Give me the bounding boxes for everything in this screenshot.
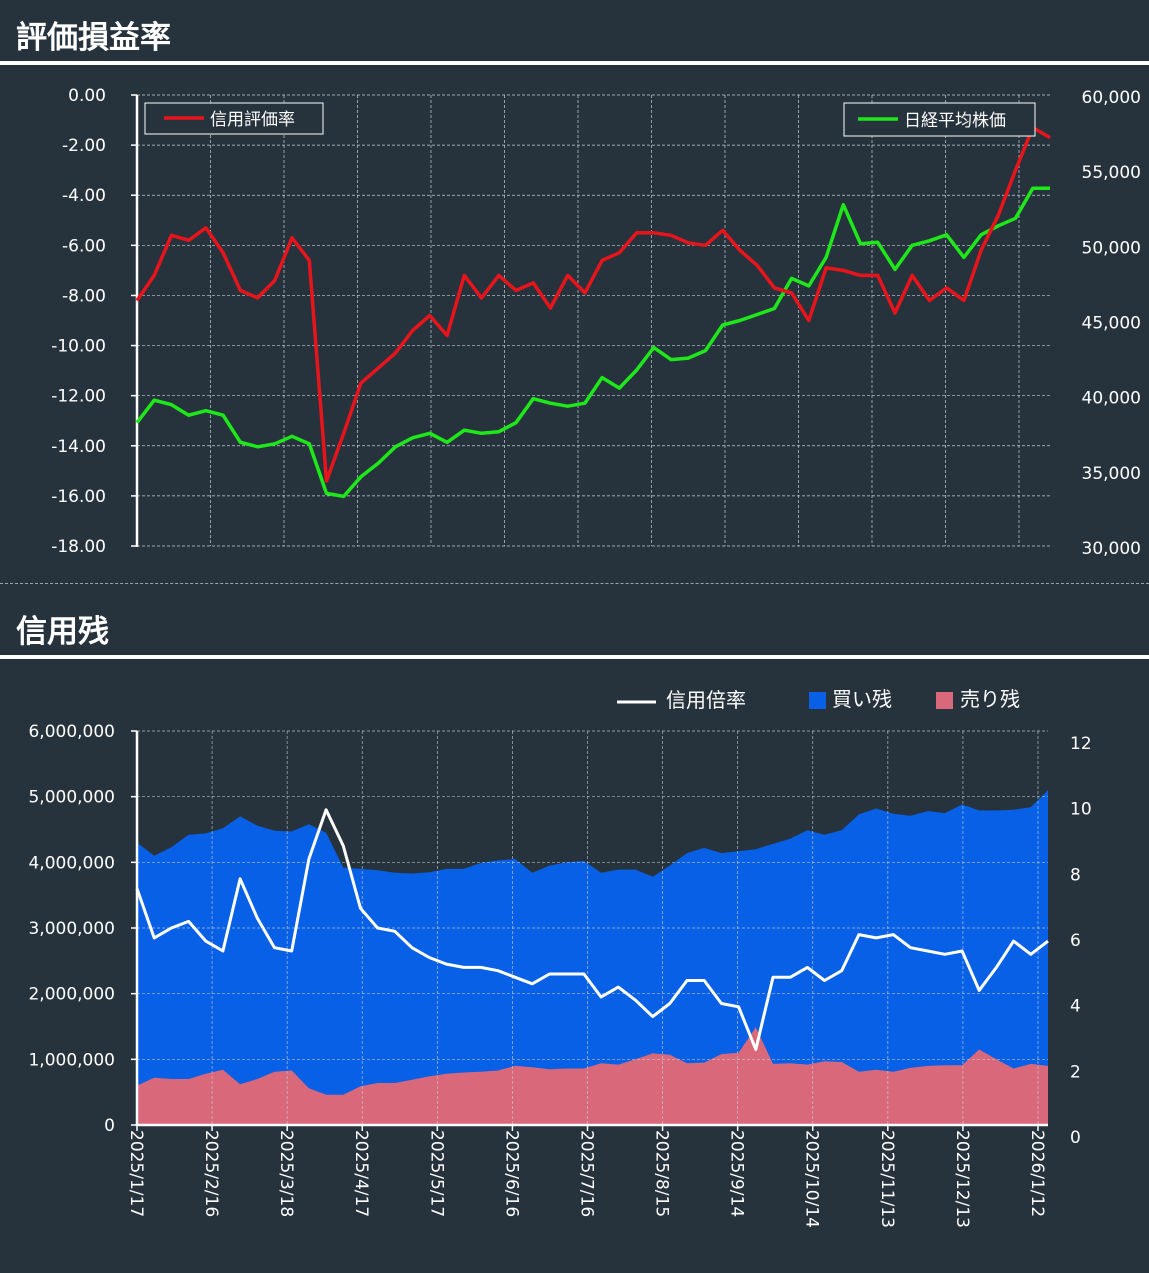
legend-swatch-buy [809,692,826,709]
rate-y-tick-label: -6.00 [62,236,106,256]
margin-x-tick-label: 2025/8/15 [652,1130,672,1217]
rate-chart: 0.00 -2.00 -4.00 -6.00 -8.00 -10.00 -12.00 -14.… [51,86,1141,559]
ratio-line [135,808,1049,1051]
margin-x-tick-label: 2025/3/18 [276,1130,296,1217]
sell-area [137,1027,1048,1125]
nikkei-y-tick-label: 35,000 [1082,464,1141,484]
legend-rate: 信用評価率 [144,102,324,135]
margin-y-tick-label: 0 [104,1116,115,1136]
nikkei-y-tick-label: 50,000 [1082,238,1141,258]
margin-x-tick-label: 2025/2/16 [201,1130,221,1217]
rate-y-tick-label: -16.00 [51,487,106,507]
nikkei-y-tick-label: 40,000 [1082,389,1141,409]
margin-y-tick-label: 4,000,000 [28,853,115,873]
rate-y-tick-label: -10.00 [51,337,106,357]
ratio-y-tick-label: 6 [1070,931,1081,951]
legend-swatch-sell [936,692,953,709]
rate-y-tick-label: -8.00 [62,286,106,306]
margin-y-tick-label: 2,000,000 [28,985,115,1005]
rate-y-tick-label: -12.00 [51,387,106,407]
margin-x-tick-label: 2026/1/12 [1027,1130,1047,1217]
legend-label-rate: 信用評価率 [210,110,295,130]
margin-x-tick-label: 2025/4/17 [351,1130,371,1217]
margin-x-tick-label: 2025/10/14 [802,1130,822,1228]
rate-y-tick-label: -2.00 [62,136,106,156]
margin-y-tick-label: 1,000,000 [28,1050,115,1070]
margin-x-tick-label: 2025/11/13 [877,1130,897,1228]
ratio-y-tick-label: 2 [1070,1062,1081,1082]
legend-nikkei: 日経平均株価 [843,102,1036,137]
ratio-y-tick-label: 12 [1070,734,1092,754]
margin-x-tick-label: 2025/7/16 [576,1130,596,1217]
ratio-y-tick-label: 0 [1070,1128,1081,1148]
nikkei-y-tick-label: 60,000 [1082,88,1141,108]
nikkei-y-tick-label: 55,000 [1082,163,1141,183]
nikkei-line [135,186,1050,499]
ratio-y-tick-label: 8 [1070,865,1081,885]
rate-y-tick-label: -18.00 [51,537,106,557]
legend-label-buy: 買い残 [832,687,892,711]
margin-y-tick-label: 5,000,000 [28,788,115,808]
nikkei-y-tick-label: 30,000 [1082,539,1141,559]
margin-grid [137,730,1048,1125]
rate-line [135,125,1051,483]
rate-y-tick-label: -14.00 [51,437,106,457]
margin-x-tick-label: 2025/5/17 [426,1130,446,1217]
section-rule-top [0,61,1149,65]
legend-label-ratio: 信用倍率 [666,688,746,712]
nikkei-y-tick-label: 45,000 [1082,314,1141,334]
buy-area [137,790,1048,1125]
margin-x-tick-label: 2025/6/16 [501,1130,521,1217]
rate-y-tick-label: -4.00 [62,186,106,206]
ratio-y-tick-label: 10 [1070,800,1092,820]
section-title-rate: 評価損益率 [16,20,171,56]
margin-x-tick-label: 2025/9/14 [727,1130,747,1217]
margin-y-tick-label: 6,000,000 [28,722,115,742]
section-divider [0,583,1149,584]
legend-label-nikkei: 日経平均株価 [904,111,1006,131]
margin-y-tick-label: 3,000,000 [28,919,115,939]
ratio-y-tick-label: 4 [1070,997,1081,1017]
margin-legend: 信用倍率 買い残 売り残 [617,687,1020,712]
section-rule-bottom [0,655,1149,659]
section-title-margin: 信用残 [16,614,109,650]
legend-label-sell: 売り残 [960,687,1020,711]
rate-y-tick-label: 0.00 [68,86,106,106]
margin-x-tick-label: 2025/1/17 [126,1130,146,1217]
margin-x-tick-label: 2025/12/13 [952,1130,972,1228]
